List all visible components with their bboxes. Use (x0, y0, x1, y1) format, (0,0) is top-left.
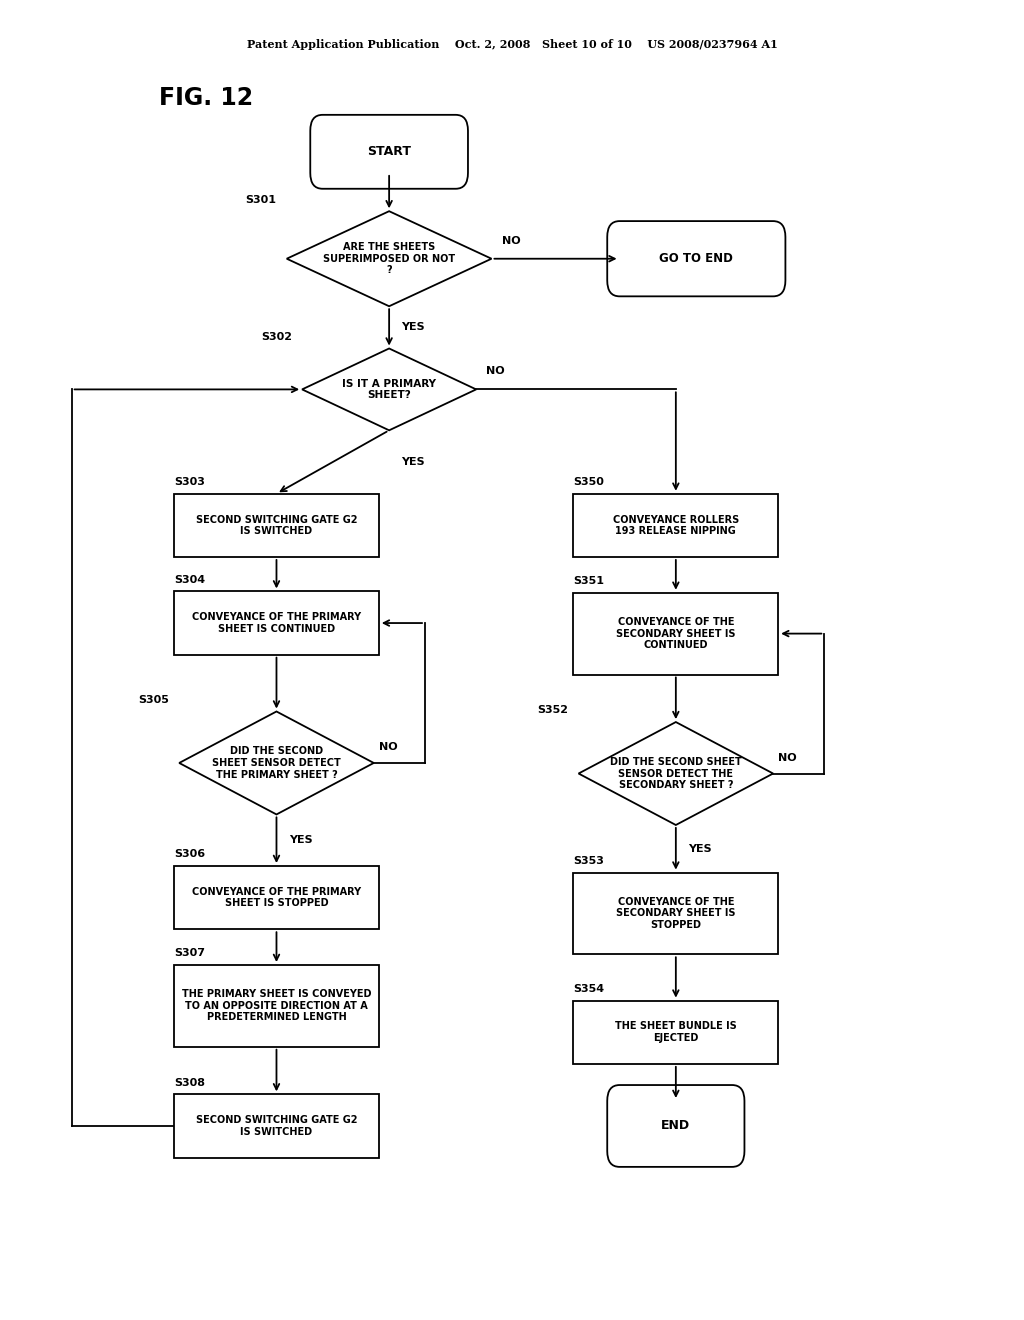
Text: THE PRIMARY SHEET IS CONVEYED
TO AN OPPOSITE DIRECTION AT A
PREDETERMINED LENGTH: THE PRIMARY SHEET IS CONVEYED TO AN OPPO… (181, 989, 372, 1023)
Text: S308: S308 (174, 1077, 205, 1088)
Bar (573, 873, 778, 954)
Text: S303: S303 (174, 477, 205, 487)
Text: S350: S350 (573, 477, 604, 487)
Bar (174, 1094, 379, 1158)
Polygon shape (179, 711, 374, 814)
FancyBboxPatch shape (310, 115, 468, 189)
Text: YES: YES (688, 843, 712, 854)
Text: DID THE SECOND SHEET
SENSOR DETECT THE
SECONDARY SHEET ?: DID THE SECOND SHEET SENSOR DETECT THE S… (610, 756, 741, 791)
FancyBboxPatch shape (607, 1085, 744, 1167)
FancyBboxPatch shape (607, 220, 785, 296)
Text: S304: S304 (174, 574, 205, 585)
Text: THE SHEET BUNDLE IS
EJECTED: THE SHEET BUNDLE IS EJECTED (615, 1022, 736, 1043)
Text: S351: S351 (573, 576, 604, 586)
Text: NO: NO (778, 752, 797, 763)
Text: SECOND SWITCHING GATE G2
IS SWITCHED: SECOND SWITCHING GATE G2 IS SWITCHED (196, 515, 357, 536)
Bar (174, 494, 379, 557)
Text: CONVEYANCE OF THE
SECONDARY SHEET IS
STOPPED: CONVEYANCE OF THE SECONDARY SHEET IS STO… (616, 896, 735, 931)
Text: CONVEYANCE OF THE PRIMARY
SHEET IS STOPPED: CONVEYANCE OF THE PRIMARY SHEET IS STOPP… (191, 887, 361, 908)
Text: S302: S302 (261, 331, 292, 342)
Bar (573, 494, 778, 557)
Text: YES: YES (289, 836, 312, 845)
Text: S305: S305 (138, 694, 169, 705)
Polygon shape (302, 348, 476, 430)
Text: CONVEYANCE OF THE
SECONDARY SHEET IS
CONTINUED: CONVEYANCE OF THE SECONDARY SHEET IS CON… (616, 616, 735, 651)
Text: CONVEYANCE ROLLERS
193 RELEASE NIPPING: CONVEYANCE ROLLERS 193 RELEASE NIPPING (612, 515, 739, 536)
Text: GO TO END: GO TO END (659, 252, 733, 265)
Bar (174, 591, 379, 655)
Polygon shape (579, 722, 773, 825)
Text: CONVEYANCE OF THE PRIMARY
SHEET IS CONTINUED: CONVEYANCE OF THE PRIMARY SHEET IS CONTI… (191, 612, 361, 634)
Text: START: START (368, 145, 411, 158)
Polygon shape (287, 211, 492, 306)
Text: S307: S307 (174, 948, 205, 958)
Text: END: END (662, 1119, 690, 1133)
Text: FIG. 12: FIG. 12 (159, 86, 253, 110)
Text: S306: S306 (174, 849, 205, 859)
Text: DID THE SECOND
SHEET SENSOR DETECT
THE PRIMARY SHEET ?: DID THE SECOND SHEET SENSOR DETECT THE P… (212, 746, 341, 780)
Text: S352: S352 (538, 705, 568, 715)
Text: S353: S353 (573, 855, 604, 866)
Text: ARE THE SHEETS
SUPERIMPOSED OR NOT
?: ARE THE SHEETS SUPERIMPOSED OR NOT ? (323, 242, 456, 276)
Text: YES: YES (401, 457, 425, 467)
Text: Patent Application Publication    Oct. 2, 2008   Sheet 10 of 10    US 2008/02379: Patent Application Publication Oct. 2, 2… (247, 40, 777, 50)
Text: YES: YES (401, 322, 425, 333)
Text: NO: NO (486, 366, 505, 376)
Bar (573, 1001, 778, 1064)
Text: NO: NO (502, 235, 520, 246)
Bar (174, 866, 379, 929)
Text: SECOND SWITCHING GATE G2
IS SWITCHED: SECOND SWITCHING GATE G2 IS SWITCHED (196, 1115, 357, 1137)
Bar (174, 965, 379, 1047)
Text: S354: S354 (573, 983, 604, 994)
Text: S301: S301 (246, 194, 276, 205)
Text: NO: NO (379, 742, 397, 752)
Bar (573, 593, 778, 675)
Text: IS IT A PRIMARY
SHEET?: IS IT A PRIMARY SHEET? (342, 379, 436, 400)
